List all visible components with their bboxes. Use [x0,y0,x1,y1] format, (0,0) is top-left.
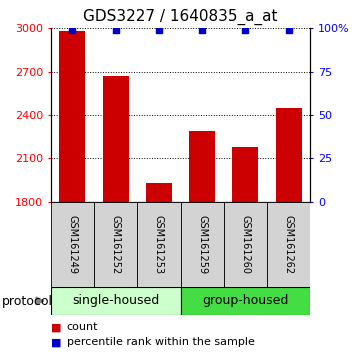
Text: GSM161259: GSM161259 [197,215,207,274]
Text: group-housed: group-housed [202,295,289,307]
Text: GDS3227 / 1640835_a_at: GDS3227 / 1640835_a_at [83,9,278,25]
Bar [137,202,180,287]
Text: GSM161253: GSM161253 [154,215,164,274]
Text: GSM161260: GSM161260 [240,215,251,274]
Text: GSM161252: GSM161252 [110,215,121,274]
Text: GSM161262: GSM161262 [284,215,294,274]
Text: count: count [67,322,98,332]
Point [199,27,205,33]
Point [243,27,248,33]
Bar [276,108,302,202]
Point [286,27,292,33]
Text: protocol: protocol [2,295,53,308]
Bar [180,202,224,287]
Point [156,27,162,33]
Point [69,27,75,33]
Bar [103,76,129,202]
Bar [180,287,310,315]
Text: percentile rank within the sample: percentile rank within the sample [67,337,255,347]
Text: GSM161249: GSM161249 [67,215,77,274]
Bar [94,202,137,287]
Text: single-housed: single-housed [72,295,159,307]
Text: ■: ■ [51,322,61,332]
Bar [189,131,215,202]
Bar [267,202,310,287]
Bar [51,287,180,315]
Bar [59,31,85,202]
Bar [51,202,94,287]
Bar [224,202,267,287]
Bar [232,147,258,202]
Point [113,27,118,33]
Text: ■: ■ [51,337,61,347]
Bar [146,183,172,202]
